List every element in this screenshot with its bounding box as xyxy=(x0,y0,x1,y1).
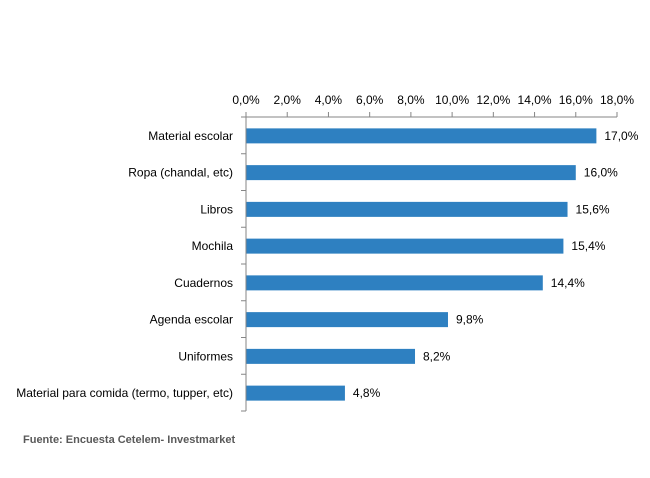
bar xyxy=(246,275,543,291)
category-label: Libros xyxy=(200,202,233,216)
x-tick-label: 4,0% xyxy=(315,93,343,107)
bar xyxy=(246,238,564,254)
category-label: Cuadernos xyxy=(174,276,233,290)
category-label: Material para comida (termo, tupper, etc… xyxy=(16,386,233,400)
source-note: Fuente: Encuesta Cetelem- Investmarket xyxy=(23,434,236,446)
data-label: 4,8% xyxy=(353,386,381,400)
data-label: 9,8% xyxy=(456,313,484,327)
bar xyxy=(246,348,416,364)
bar xyxy=(246,165,576,181)
bar xyxy=(246,201,568,217)
x-tick-label: 12,0% xyxy=(476,93,510,107)
category-label: Agenda escolar xyxy=(150,313,233,327)
x-tick-label: 8,0% xyxy=(397,93,425,107)
x-tick-label: 0,0% xyxy=(232,93,260,107)
data-label: 17,0% xyxy=(604,129,638,143)
data-label: 8,2% xyxy=(423,349,451,363)
x-tick-label: 10,0% xyxy=(435,93,469,107)
data-label: 15,4% xyxy=(571,239,605,253)
bar xyxy=(246,128,597,144)
x-tick-label: 2,0% xyxy=(274,93,302,107)
data-label: 15,6% xyxy=(576,202,610,216)
category-label: Material escolar xyxy=(148,129,233,143)
x-tick-label: 16,0% xyxy=(559,93,593,107)
data-label: 14,4% xyxy=(551,276,585,290)
x-tick-label: 14,0% xyxy=(518,93,552,107)
x-tick-label: 6,0% xyxy=(356,93,384,107)
category-label: Uniformes xyxy=(178,349,233,363)
category-label: Mochila xyxy=(192,239,234,253)
data-label: 16,0% xyxy=(584,166,618,180)
category-label: Ropa (chandal, etc) xyxy=(128,166,233,180)
bar xyxy=(246,385,345,401)
bar xyxy=(246,312,448,328)
x-tick-label: 18,0% xyxy=(600,93,634,107)
